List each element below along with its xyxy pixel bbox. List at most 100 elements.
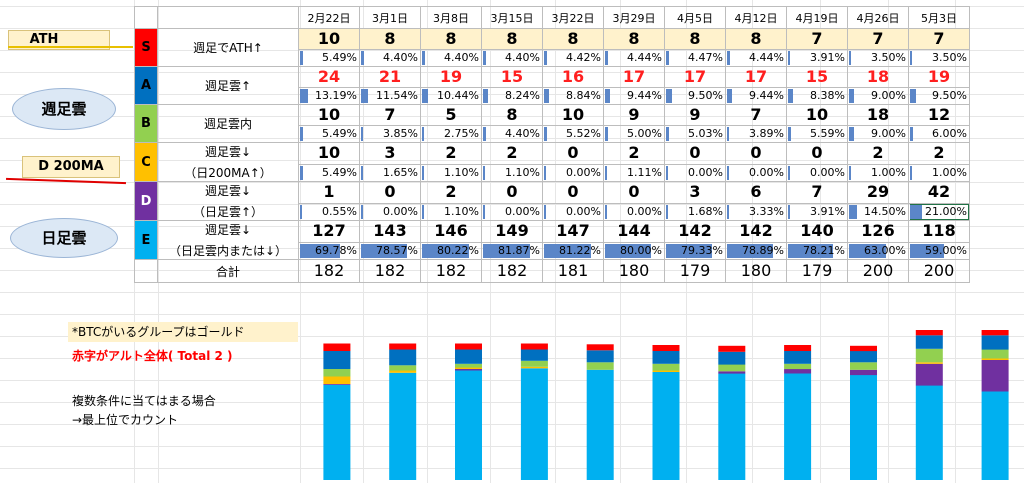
- group-count-cell[interactable]: 3: [359, 142, 421, 165]
- group-count-cell[interactable]: 21: [359, 66, 421, 88]
- total-label[interactable]: 合計: [157, 259, 299, 283]
- bar-segment-s[interactable]: [915, 330, 943, 336]
- group-count-cell[interactable]: 10: [298, 142, 360, 165]
- bar-segment-a[interactable]: [652, 351, 680, 364]
- group-condition-label[interactable]: 週足雲内: [157, 104, 299, 143]
- bar-segment-b[interactable]: [389, 365, 417, 371]
- bar-segment-b[interactable]: [718, 364, 746, 372]
- bar-segment-e[interactable]: [981, 391, 1009, 481]
- bar-segment-b[interactable]: [520, 360, 548, 367]
- group-condition-label[interactable]: 週足雲↓ （日200MA↑）: [157, 142, 299, 182]
- group-count-cell[interactable]: 149: [481, 220, 543, 243]
- bar-segment-b[interactable]: [784, 363, 812, 370]
- date-header-cell[interactable]: 3月22日: [542, 6, 604, 29]
- group-percent-cell[interactable]: 9.44%: [603, 87, 665, 105]
- bar-segment-b[interactable]: [850, 362, 877, 370]
- group-count-cell[interactable]: 142: [664, 220, 726, 243]
- group-percent-cell[interactable]: 79.33%: [664, 241, 726, 261]
- bar-segment-a[interactable]: [389, 349, 417, 366]
- group-percent-cell[interactable]: 0.00%: [664, 163, 726, 183]
- group-letter-a[interactable]: A: [134, 66, 158, 105]
- group-percent-cell[interactable]: 1.10%: [420, 202, 482, 222]
- group-count-cell[interactable]: 147: [542, 220, 604, 243]
- group-percent-cell[interactable]: 5.00%: [603, 125, 665, 143]
- total-value-cell[interactable]: 179: [664, 259, 726, 283]
- group-percent-cell[interactable]: 78.21%: [786, 241, 848, 261]
- group-count-cell[interactable]: 10: [786, 104, 848, 126]
- group-percent-cell[interactable]: 13.19%: [298, 87, 360, 105]
- total-value-cell[interactable]: 200: [847, 259, 909, 283]
- corner-cell[interactable]: [157, 6, 299, 29]
- bar-segment-d[interactable]: [981, 360, 1009, 392]
- bar-segment-d[interactable]: [850, 369, 877, 376]
- bar-segment-s[interactable]: [586, 344, 614, 351]
- bar-segment-a[interactable]: [455, 349, 482, 364]
- group-count-cell[interactable]: 0: [725, 142, 787, 165]
- total-value-cell[interactable]: 182: [420, 259, 482, 283]
- group-count-cell[interactable]: 9: [603, 104, 665, 126]
- group-percent-cell[interactable]: 9.00%: [847, 125, 909, 143]
- bar-segment-s[interactable]: [784, 345, 812, 351]
- group-count-cell[interactable]: 8: [664, 28, 726, 50]
- group-count-cell[interactable]: 7: [786, 28, 848, 50]
- total-value-cell[interactable]: 181: [542, 259, 604, 283]
- group-count-cell[interactable]: 8: [725, 28, 787, 50]
- group-count-cell[interactable]: 127: [298, 220, 360, 243]
- group-percent-cell[interactable]: 5.49%: [298, 49, 360, 67]
- bar-segment-c[interactable]: [652, 370, 680, 373]
- group-percent-cell[interactable]: 0.00%: [359, 202, 421, 222]
- group-percent-cell[interactable]: 3.85%: [359, 125, 421, 143]
- group-count-cell[interactable]: 7: [786, 181, 848, 204]
- group-percent-cell[interactable]: 1.10%: [481, 163, 543, 183]
- group-count-cell[interactable]: 7: [725, 104, 787, 126]
- group-count-cell[interactable]: 2: [847, 142, 909, 165]
- date-header-cell[interactable]: 2月22日: [298, 6, 360, 29]
- bar-segment-b[interactable]: [586, 362, 614, 370]
- bar-segment-b[interactable]: [455, 363, 482, 368]
- bar-segment-b[interactable]: [915, 348, 943, 363]
- group-condition-label[interactable]: 週足でATH↑: [157, 28, 299, 67]
- group-count-cell[interactable]: 2: [420, 142, 482, 165]
- group-percent-cell[interactable]: 0.00%: [542, 202, 604, 222]
- group-count-cell[interactable]: 2: [603, 142, 665, 165]
- group-count-cell[interactable]: 2: [908, 142, 970, 165]
- group-count-cell[interactable]: 144: [603, 220, 665, 243]
- group-count-cell[interactable]: 5: [420, 104, 482, 126]
- group-count-cell[interactable]: 16: [542, 66, 604, 88]
- group-percent-cell[interactable]: 4.40%: [420, 49, 482, 67]
- group-percent-cell[interactable]: 8.24%: [481, 87, 543, 105]
- group-percent-cell[interactable]: 3.33%: [725, 202, 787, 222]
- group-count-cell[interactable]: 8: [359, 28, 421, 50]
- group-count-cell[interactable]: 2: [481, 142, 543, 165]
- bar-segment-e[interactable]: [520, 368, 548, 480]
- bar-segment-a[interactable]: [520, 349, 548, 361]
- bar-segment-e[interactable]: [652, 372, 680, 480]
- group-percent-cell[interactable]: 4.40%: [359, 49, 421, 67]
- group-count-cell[interactable]: 0: [664, 142, 726, 165]
- group-percent-cell[interactable]: 59.00%: [908, 241, 970, 261]
- corner-cell[interactable]: [134, 6, 158, 29]
- bar-segment-d[interactable]: [718, 371, 746, 374]
- group-count-cell[interactable]: 18: [847, 104, 909, 126]
- group-percent-cell[interactable]: 78.89%: [725, 241, 787, 261]
- group-count-cell[interactable]: 8: [481, 28, 543, 50]
- group-percent-cell[interactable]: 5.03%: [664, 125, 726, 143]
- group-count-cell[interactable]: 0: [786, 142, 848, 165]
- group-percent-cell[interactable]: 3.50%: [908, 49, 970, 67]
- group-count-cell[interactable]: 8: [603, 28, 665, 50]
- date-header-cell[interactable]: 4月19日: [786, 6, 848, 29]
- total-value-cell[interactable]: 180: [603, 259, 665, 283]
- bar-segment-s[interactable]: [850, 345, 877, 352]
- group-count-cell[interactable]: 2: [420, 181, 482, 204]
- group-percent-cell[interactable]: 0.55%: [298, 202, 360, 222]
- bar-segment-e[interactable]: [915, 385, 943, 481]
- total-value-cell[interactable]: 180: [725, 259, 787, 283]
- group-percent-cell[interactable]: 4.42%: [542, 49, 604, 67]
- bar-segment-c[interactable]: [981, 358, 1009, 361]
- group-count-cell[interactable]: 10: [298, 28, 360, 50]
- group-percent-cell[interactable]: 1.68%: [664, 202, 726, 222]
- group-percent-cell[interactable]: 4.40%: [481, 125, 543, 143]
- bar-segment-e[interactable]: [850, 375, 877, 480]
- bar-segment-c[interactable]: [915, 362, 943, 364]
- group-count-cell[interactable]: 29: [847, 181, 909, 204]
